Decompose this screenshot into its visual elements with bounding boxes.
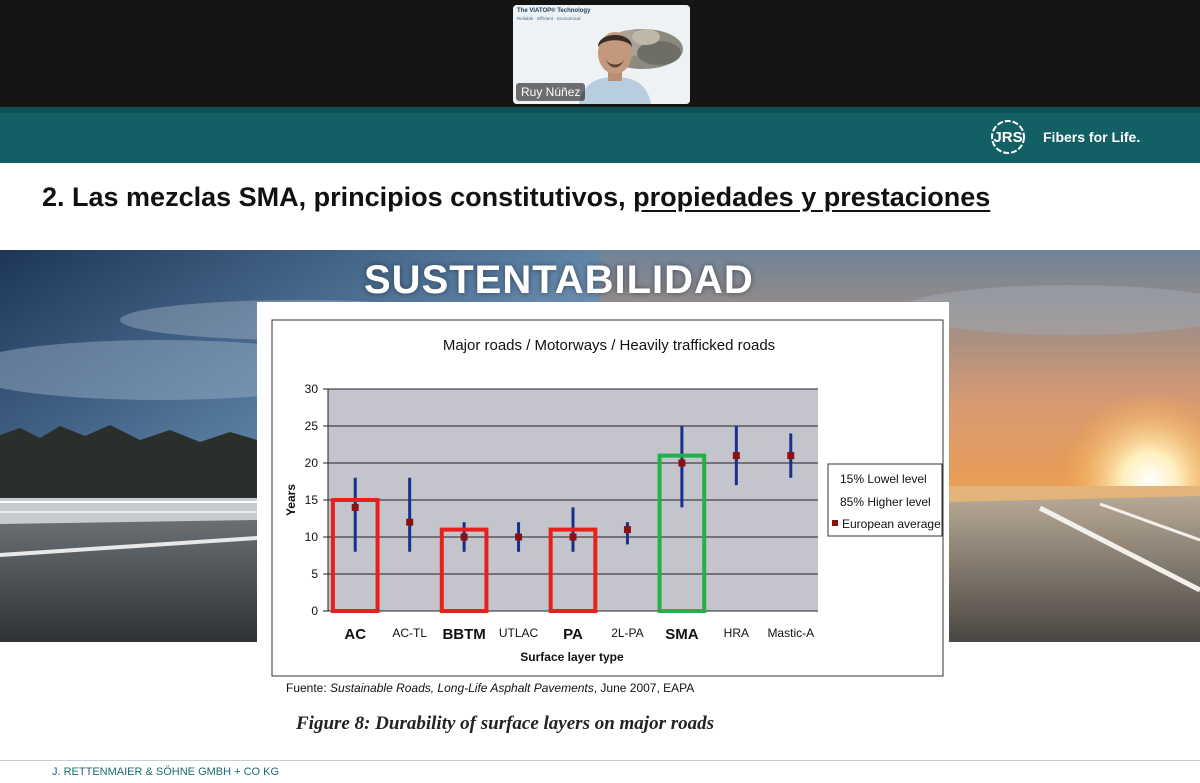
range-bars	[351, 426, 795, 552]
x-tick-label: AC	[344, 626, 366, 643]
average-marker-sma	[678, 459, 686, 467]
average-marker-ac-tl	[406, 518, 414, 526]
slide-title-text: 2. Las mezclas SMA, principios constitut…	[42, 182, 634, 212]
average-marker-mastic-a	[787, 452, 795, 460]
x-tick-label: BBTM	[442, 626, 485, 643]
highlight-box-pa	[548, 527, 598, 614]
y-tick-label: 5	[311, 567, 318, 581]
highlight-box-sma	[657, 453, 707, 613]
participant-video-feed: The VIATOP® Technology Reliable · Effici…	[513, 5, 690, 104]
legend-box	[827, 463, 943, 537]
x-axis-label: Surface layer type	[520, 650, 624, 664]
x-tick-label: PA	[563, 626, 583, 643]
chart-legend: 15% Lowel level 85% Higher level Europea…	[827, 463, 943, 537]
legend-average-marker	[832, 520, 838, 526]
x-tick-label: UTLAC	[499, 626, 539, 640]
average-marker-ac	[351, 503, 359, 511]
x-axis-ticks: AC AC-TL BBTM UTLAC PA 2L-PA SMA HRA Mastic-A	[344, 626, 814, 643]
y-tick-label: 20	[305, 456, 319, 470]
highlight-box-ac	[330, 498, 380, 613]
y-tick-label: 30	[305, 382, 319, 396]
average-marker-hra	[732, 452, 740, 460]
x-tick-label: Mastic-A	[767, 626, 814, 640]
jrs-logo: JRS	[991, 120, 1025, 154]
slide-title-underlined: propiedades y prestaciones	[633, 182, 991, 212]
average-marker-2l-pa	[623, 526, 631, 534]
participant-name-label: Ruy Núñez	[516, 83, 586, 101]
source-prefix: Fuente:	[286, 681, 331, 695]
x-tick-label: HRA	[724, 626, 749, 640]
slide-title: 2. Las mezclas SMA, principios constitut…	[42, 182, 990, 213]
video-background-subtext: Reliable · Efficient · Economical	[517, 16, 581, 21]
x-tick-label: 2L-PA	[611, 626, 643, 640]
slide-footer: J. RETTENMAIER & SÖHNE GMBH + CO KG	[52, 766, 280, 778]
y-tick-label: 10	[305, 530, 319, 544]
highlight-box-bbtm	[439, 527, 489, 614]
y-axis-label: Years	[284, 484, 298, 516]
durability-chart: Major roads / Motorways / Heavily traffi…	[271, 319, 944, 677]
participant-person-image	[579, 32, 651, 104]
source-title: Sustainable Roads, Long-Life Asphalt Pav…	[330, 681, 594, 695]
slide-header-band	[0, 107, 1200, 163]
banner-heading: SUSTENTABILIDAD	[364, 258, 754, 302]
y-tick-label: 15	[305, 493, 319, 507]
legend-item-lower: 15% Lowel level	[840, 472, 927, 486]
video-background-text: The VIATOP® Technology	[517, 8, 591, 14]
legend-item-average: European average	[842, 517, 941, 531]
x-tick-label: SMA	[665, 626, 699, 643]
source-suffix: , June 2007, EAPA	[593, 681, 695, 695]
legend-item-higher: 85% Higher level	[840, 495, 931, 509]
average-marker-bbtm	[460, 533, 468, 541]
chart-title: Major roads / Motorways / Heavily traffi…	[443, 337, 775, 354]
y-tick-label: 25	[305, 419, 319, 433]
footer-divider	[0, 760, 1200, 761]
header-stripe	[0, 107, 1200, 113]
y-axis-ticks: 0 5 10 15 20 25 30	[305, 382, 329, 618]
figure-caption: Figure 8: Durability of surface layers o…	[296, 713, 715, 734]
jrs-logo-text: JRS	[993, 129, 1022, 146]
highlight-boxes	[330, 453, 707, 614]
y-tick-label: 0	[311, 604, 318, 618]
x-tick-label: AC-TL	[392, 626, 427, 640]
participant-video-tile[interactable]: The VIATOP® Technology Reliable · Effici…	[513, 5, 690, 104]
average-marker-pa	[569, 533, 577, 541]
chart-source: Fuente: Sustainable Roads, Long-Life Asp…	[286, 681, 694, 695]
brand-tagline: Fibers for Life.	[1043, 129, 1141, 145]
durability-chart-panel: Major roads / Motorways / Heavily traffi…	[257, 302, 949, 682]
average-marker-utlac	[515, 533, 523, 541]
